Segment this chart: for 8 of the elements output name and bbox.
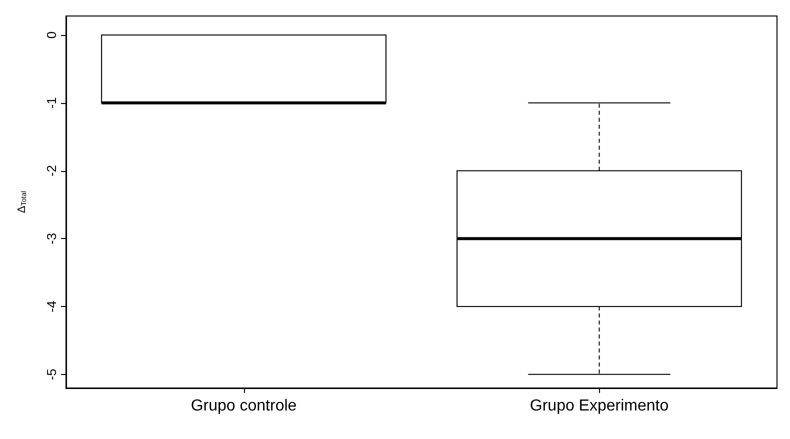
y-tick-label: -2: [44, 164, 59, 177]
y-tick-label: -4: [44, 300, 59, 312]
x-tick-label: Grupo controle: [190, 398, 297, 414]
y-tick-label: -1: [44, 97, 59, 109]
y-tick-label: 0: [44, 31, 59, 39]
y-tick-label: -3: [44, 232, 59, 244]
x-tick-label: Grupo Experimento: [530, 398, 669, 414]
y-tick-label: -5: [44, 368, 59, 380]
